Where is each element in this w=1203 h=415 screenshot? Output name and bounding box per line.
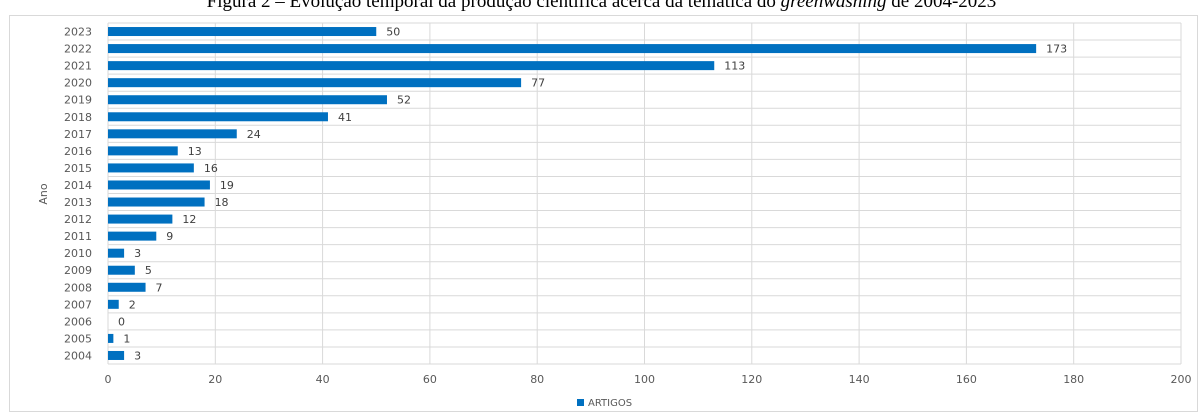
data-label-2014: 19 bbox=[220, 179, 234, 192]
x-tick-label: 80 bbox=[530, 373, 544, 386]
bar-2019 bbox=[108, 95, 387, 105]
data-label-2011: 9 bbox=[166, 230, 173, 243]
data-label-2019: 52 bbox=[397, 94, 411, 107]
gridlines bbox=[107, 22, 1182, 365]
y-tick-label: 2012 bbox=[64, 213, 92, 226]
y-tick-label: 2010 bbox=[64, 247, 92, 260]
bar-2016 bbox=[108, 146, 178, 156]
bar-2007 bbox=[108, 299, 119, 309]
legend-swatch bbox=[577, 399, 584, 406]
bar-2023 bbox=[108, 27, 377, 37]
y-tick-label: 2021 bbox=[64, 60, 92, 73]
y-tick-label: 2011 bbox=[64, 230, 92, 243]
data-label-2008: 7 bbox=[156, 281, 163, 294]
legend: ARTIGOS bbox=[577, 398, 632, 409]
bar-2014 bbox=[108, 180, 210, 190]
bar-2013 bbox=[108, 197, 205, 207]
y-tick-label: 2008 bbox=[64, 281, 92, 294]
x-tick-label: 20 bbox=[208, 373, 222, 386]
data-label-2004: 3 bbox=[134, 349, 141, 362]
x-tick-label: 0 bbox=[105, 373, 112, 386]
y-tick-label: 2018 bbox=[64, 111, 92, 124]
y-tick-label: 2005 bbox=[64, 332, 92, 345]
caption-prefix: Figura 2 – Evolução temporal da produção… bbox=[206, 0, 781, 12]
data-label-2020: 77 bbox=[531, 77, 545, 90]
y-tick-label: 2006 bbox=[64, 315, 92, 328]
figure-caption: Figura 2 – Evolução temporal da produção… bbox=[0, 0, 1203, 13]
data-label-2013: 18 bbox=[215, 196, 229, 209]
y-tick-label: 2023 bbox=[64, 26, 92, 39]
x-tick-label: 160 bbox=[956, 373, 977, 386]
bar-2011 bbox=[108, 231, 157, 241]
y-tick-label: 2019 bbox=[64, 94, 92, 107]
x-tick-label: 180 bbox=[1063, 373, 1084, 386]
x-tick-label: 40 bbox=[316, 373, 330, 386]
x-tick-labels: 0 20 40 60 80 100 120 140 160 180 200 bbox=[105, 373, 1192, 386]
data-label-2007: 2 bbox=[129, 298, 136, 311]
data-label-2018: 41 bbox=[338, 111, 352, 124]
bar-2021 bbox=[108, 61, 715, 71]
bar-2005 bbox=[108, 333, 114, 343]
y-tick-label: 2013 bbox=[64, 196, 92, 209]
bar-2008 bbox=[108, 282, 146, 292]
data-label-2021: 113 bbox=[724, 60, 745, 73]
x-tick-label: 140 bbox=[849, 373, 870, 386]
data-label-2005: 1 bbox=[123, 332, 130, 345]
bar-2004 bbox=[108, 350, 125, 360]
x-tick-label: 100 bbox=[634, 373, 655, 386]
bar-2012 bbox=[108, 214, 173, 224]
bar-2017 bbox=[108, 129, 237, 139]
data-label-2016: 13 bbox=[188, 145, 202, 158]
data-label-2023: 50 bbox=[386, 26, 400, 39]
y-tick-label: 2004 bbox=[64, 349, 92, 362]
data-label-2017: 24 bbox=[247, 128, 261, 141]
x-tick-label: 200 bbox=[1171, 373, 1192, 386]
y-tick-label: 2015 bbox=[64, 162, 92, 175]
data-label-2010: 3 bbox=[134, 247, 141, 260]
y-tick-label: 2016 bbox=[64, 145, 92, 158]
x-tick-label: 60 bbox=[423, 373, 437, 386]
y-tick-label: 2014 bbox=[64, 179, 92, 192]
chart-frame bbox=[9, 15, 1198, 412]
y-tick-label: 2017 bbox=[64, 128, 92, 141]
y-tick-label: 2009 bbox=[64, 264, 92, 277]
data-label-2015: 16 bbox=[204, 162, 218, 175]
bar-2015 bbox=[108, 163, 194, 173]
y-tick-labels: 2023 2022 2021 2020 2019 2018 2017 2016 2015 2014… bbox=[64, 26, 92, 363]
y-axis-label: Ano bbox=[37, 183, 50, 204]
y-tick-label: 2007 bbox=[64, 298, 92, 311]
bar-2022 bbox=[108, 44, 1037, 54]
x-tick-label: 120 bbox=[741, 373, 762, 386]
caption-suffix: de 2004-2023 bbox=[886, 0, 997, 12]
bar-2020 bbox=[108, 78, 522, 88]
caption-emphasis: greenwashing bbox=[780, 0, 887, 12]
data-label-2009: 5 bbox=[145, 264, 152, 277]
legend-label: ARTIGOS bbox=[588, 398, 632, 409]
y-tick-label: 2022 bbox=[64, 43, 92, 56]
data-label-2006: 0 bbox=[118, 315, 125, 328]
bar-2009 bbox=[108, 265, 135, 275]
y-tick-label: 2020 bbox=[64, 77, 92, 90]
bar-2018 bbox=[108, 112, 328, 122]
data-label-2012: 12 bbox=[182, 213, 196, 226]
data-label-2022: 173 bbox=[1046, 43, 1067, 56]
bar-2010 bbox=[108, 248, 125, 258]
